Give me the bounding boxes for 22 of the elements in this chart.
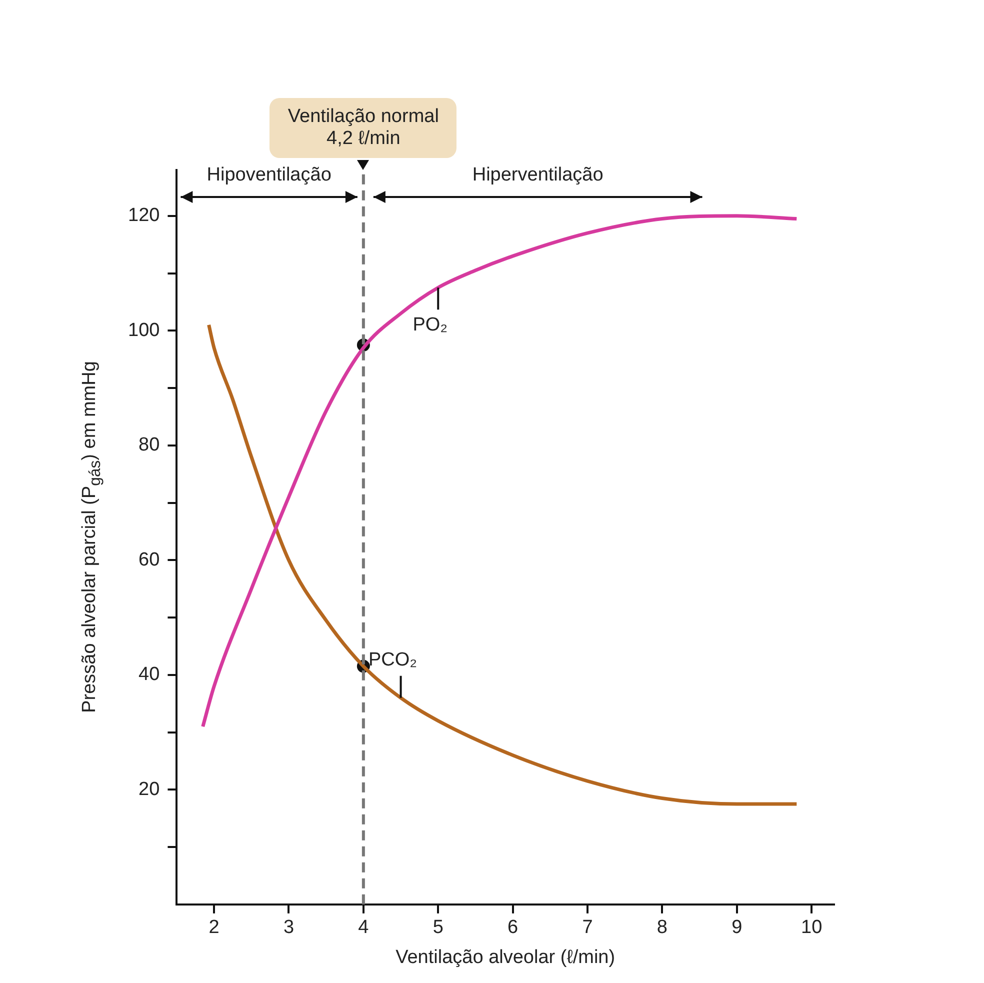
y-tick-label: 60 — [138, 549, 160, 570]
y-tick-label: 80 — [138, 434, 160, 456]
x-tick-label: 2 — [208, 917, 220, 938]
line-series — [201, 214, 798, 728]
y-tick-label: 20 — [138, 778, 160, 800]
x-tick-label: 8 — [656, 917, 668, 938]
series-label: PO₂ — [412, 314, 448, 336]
x-tick-label: 6 — [508, 917, 518, 938]
x-tick-label: 10 — [801, 917, 822, 938]
annotation: Hiperventilação — [472, 164, 604, 186]
series-label: PCO₂ — [368, 650, 418, 671]
y-tick-label: 40 — [138, 664, 160, 686]
ref-line-label: Ventilação normal 4,2 ℓ/min — [270, 98, 457, 158]
x-tick-label: 3 — [283, 917, 294, 938]
y-tick-label: 120 — [128, 205, 160, 226]
x-axis-title: Ventilação alveolar (ℓ/min) — [396, 946, 616, 968]
y-tick-label: 100 — [128, 320, 160, 341]
x-tick-label: 7 — [582, 917, 593, 938]
annotation: Hipoventilação — [206, 164, 332, 186]
x-tick-label: 4 — [358, 917, 370, 938]
x-tick-label: 9 — [732, 917, 742, 938]
x-tick-label: 5 — [432, 917, 444, 938]
